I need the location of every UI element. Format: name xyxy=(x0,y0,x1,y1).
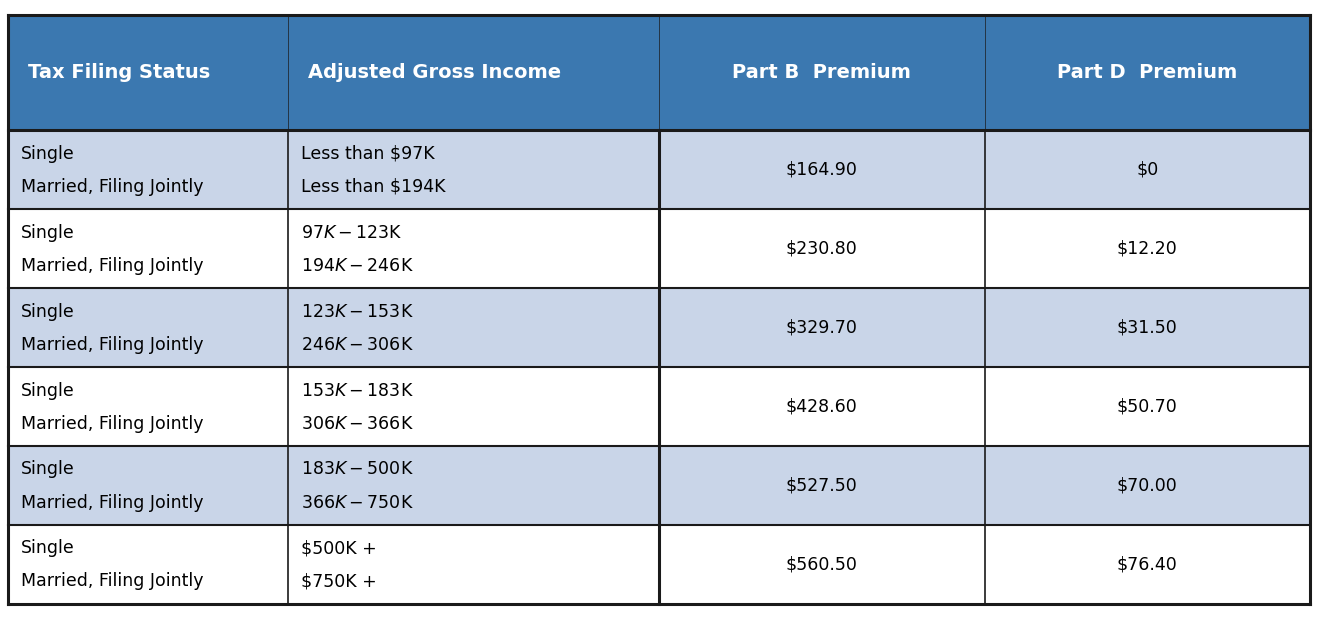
FancyBboxPatch shape xyxy=(8,288,287,367)
FancyBboxPatch shape xyxy=(8,130,287,209)
Text: Less than $194K: Less than $194K xyxy=(301,178,445,196)
FancyBboxPatch shape xyxy=(985,367,1310,446)
Text: $329.70: $329.70 xyxy=(786,318,858,336)
FancyBboxPatch shape xyxy=(985,209,1310,288)
FancyBboxPatch shape xyxy=(8,367,287,446)
Text: Married, Filing Jointly: Married, Filing Jointly xyxy=(21,493,203,511)
FancyBboxPatch shape xyxy=(985,525,1310,604)
FancyBboxPatch shape xyxy=(8,525,287,604)
Text: $183K - $500K: $183K - $500K xyxy=(301,461,414,478)
FancyBboxPatch shape xyxy=(659,367,985,446)
FancyBboxPatch shape xyxy=(287,525,659,604)
Text: Single: Single xyxy=(21,539,75,557)
Text: Single: Single xyxy=(21,461,75,478)
Text: $527.50: $527.50 xyxy=(786,476,858,494)
Text: $366K - $750K: $366K - $750K xyxy=(301,493,414,511)
FancyBboxPatch shape xyxy=(659,288,985,367)
Text: Single: Single xyxy=(21,381,75,399)
FancyBboxPatch shape xyxy=(287,130,659,209)
FancyBboxPatch shape xyxy=(659,130,985,209)
Text: $194K - $246K: $194K - $246K xyxy=(301,257,414,275)
Text: $500K +: $500K + xyxy=(301,539,377,557)
Text: $246K - $306K: $246K - $306K xyxy=(301,335,414,353)
FancyBboxPatch shape xyxy=(659,446,985,525)
Text: $306K - $366K: $306K - $366K xyxy=(301,415,414,433)
Text: Married, Filing Jointly: Married, Filing Jointly xyxy=(21,335,203,353)
Text: Part B  Premium: Part B Premium xyxy=(733,63,911,82)
Text: Married, Filing Jointly: Married, Filing Jointly xyxy=(21,257,203,275)
FancyBboxPatch shape xyxy=(287,367,659,446)
Text: Single: Single xyxy=(21,223,75,241)
Text: $560.50: $560.50 xyxy=(786,555,858,573)
Text: $153K - $183K: $153K - $183K xyxy=(301,381,414,399)
Text: $230.80: $230.80 xyxy=(786,240,858,258)
FancyBboxPatch shape xyxy=(8,15,1310,130)
Text: $164.90: $164.90 xyxy=(786,160,858,179)
Text: $12.20: $12.20 xyxy=(1116,240,1178,258)
FancyBboxPatch shape xyxy=(985,288,1310,367)
Text: Less than $97K: Less than $97K xyxy=(301,145,435,163)
Text: $70.00: $70.00 xyxy=(1116,476,1178,494)
Text: Part D  Premium: Part D Premium xyxy=(1057,63,1238,82)
Text: $76.40: $76.40 xyxy=(1116,555,1178,573)
FancyBboxPatch shape xyxy=(287,209,659,288)
Text: $0: $0 xyxy=(1136,160,1159,179)
Text: Adjusted Gross Income: Adjusted Gross Income xyxy=(307,63,560,82)
Text: $428.60: $428.60 xyxy=(786,397,858,415)
FancyBboxPatch shape xyxy=(8,446,287,525)
Text: Married, Filing Jointly: Married, Filing Jointly xyxy=(21,178,203,196)
Text: Married, Filing Jointly: Married, Filing Jointly xyxy=(21,415,203,433)
Text: $750K +: $750K + xyxy=(301,573,377,591)
Text: $97K - $123K: $97K - $123K xyxy=(301,223,403,241)
Text: Married, Filing Jointly: Married, Filing Jointly xyxy=(21,573,203,591)
Text: $31.50: $31.50 xyxy=(1116,318,1178,336)
Text: $123K - $153K: $123K - $153K xyxy=(301,303,414,321)
FancyBboxPatch shape xyxy=(659,209,985,288)
FancyBboxPatch shape xyxy=(287,446,659,525)
FancyBboxPatch shape xyxy=(8,209,287,288)
Text: Tax Filing Status: Tax Filing Status xyxy=(28,63,210,82)
Text: $50.70: $50.70 xyxy=(1116,397,1178,415)
FancyBboxPatch shape xyxy=(287,288,659,367)
FancyBboxPatch shape xyxy=(659,525,985,604)
Text: Single: Single xyxy=(21,145,75,163)
Text: Single: Single xyxy=(21,303,75,321)
FancyBboxPatch shape xyxy=(985,446,1310,525)
FancyBboxPatch shape xyxy=(985,130,1310,209)
